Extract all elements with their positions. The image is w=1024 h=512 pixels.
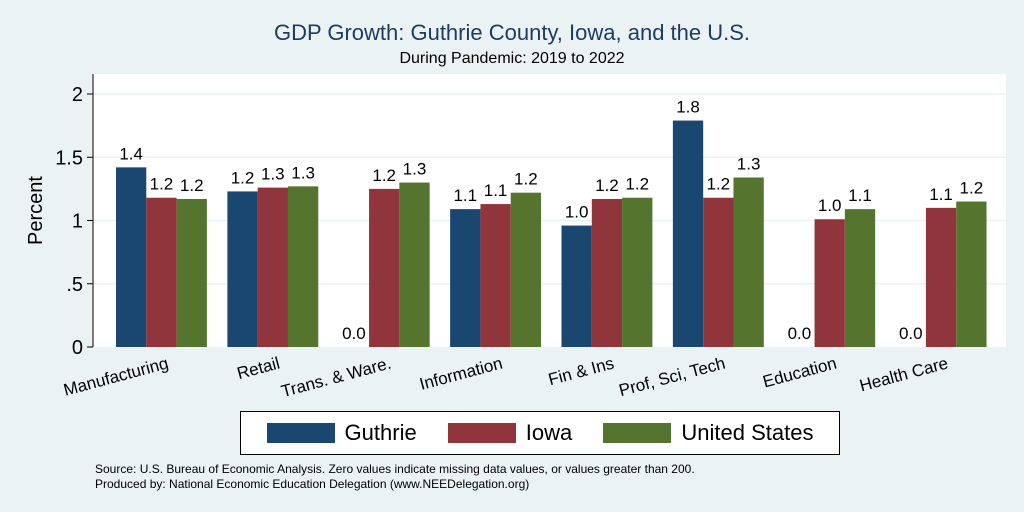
legend-item: Guthrie	[266, 420, 417, 446]
bar-iowa	[814, 219, 845, 347]
data-label: 1.0	[818, 196, 842, 215]
data-label: 1.3	[403, 160, 427, 179]
data-label: 0.0	[342, 324, 366, 343]
bar-guthrie	[450, 209, 481, 347]
bar-united-states	[956, 201, 987, 347]
y-tick-label: 1.5	[55, 147, 83, 169]
data-label: 1.2	[960, 179, 984, 198]
x-tick-label: Fin & Ins	[546, 354, 616, 390]
bar-united-states	[287, 186, 319, 347]
bar-iowa	[369, 188, 400, 347]
data-label: 1.1	[848, 186, 872, 205]
data-label: 1.3	[737, 154, 761, 173]
legend-swatch	[447, 423, 516, 443]
data-label: 1.3	[291, 163, 315, 182]
data-label: 0.0	[788, 324, 812, 343]
x-tick-label: Prof, Sci, Tech	[617, 354, 727, 401]
y-axis-label: Percent	[25, 176, 47, 245]
chart-title: GDP Growth: Guthrie County, Iowa, and th…	[273, 20, 751, 45]
legend: Guthrie Iowa United States	[240, 411, 840, 455]
bar-iowa	[480, 204, 511, 347]
x-tick-label: Health Care	[858, 354, 951, 396]
legend-item: United States	[603, 420, 813, 446]
data-label: 0.0	[899, 324, 923, 343]
data-label: 1.1	[453, 186, 477, 205]
bar-iowa	[925, 207, 957, 347]
y-tick-label: 0	[72, 337, 83, 359]
bar-guthrie	[227, 191, 258, 347]
bar-united-states	[510, 192, 542, 347]
bar-iowa	[257, 187, 288, 347]
source-note: Source: U.S. Bureau of Economic Analysis…	[95, 462, 695, 476]
produced-by-note: Produced by: National Economic Education…	[95, 477, 530, 491]
bar-united-states	[733, 177, 764, 347]
data-label: 1.2	[514, 170, 538, 189]
data-label: 1.2	[372, 166, 396, 185]
bar-united-states	[176, 198, 207, 347]
data-label: 1.2	[231, 168, 255, 187]
bar-guthrie	[561, 225, 592, 347]
data-label: 1.2	[625, 175, 649, 194]
data-label: 1.8	[676, 98, 700, 117]
bar-guthrie	[116, 167, 147, 347]
data-label: 1.2	[595, 176, 619, 195]
legend-label: Guthrie	[344, 420, 417, 445]
data-label: 1.1	[484, 181, 508, 200]
bar-united-states	[844, 209, 876, 347]
x-tick-label: Manufacturing	[62, 354, 171, 400]
y-tick-label: .5	[66, 274, 83, 296]
data-label: 1.2	[150, 175, 174, 194]
x-tick-label: Retail	[235, 354, 282, 384]
x-tick-label: Education	[761, 354, 839, 392]
legend-item: Iowa	[447, 420, 573, 446]
y-tick-label: 2	[72, 84, 83, 106]
data-label: 1.1	[929, 185, 953, 204]
bar-guthrie	[672, 120, 704, 347]
legend-label: Iowa	[525, 420, 573, 445]
bar-iowa	[591, 198, 623, 347]
legend-swatch	[603, 423, 672, 443]
bar-iowa	[703, 197, 734, 347]
data-label: 1.2	[180, 176, 204, 195]
bar-united-states	[622, 197, 653, 347]
legend-swatch	[266, 423, 335, 443]
legend-label: United States	[681, 420, 814, 445]
data-label: 1.2	[707, 175, 731, 194]
bar-iowa	[146, 197, 177, 347]
data-label: 1.4	[119, 144, 143, 163]
bar-united-states	[399, 182, 430, 347]
y-tick-label: 1	[72, 211, 83, 233]
data-label: 1.0	[565, 203, 589, 222]
chart-subtitle: During Pandemic: 2019 to 2022	[399, 50, 625, 67]
x-tick-label: Trans. & Ware.	[279, 354, 393, 402]
x-tick-label: Information	[418, 354, 505, 394]
data-label: 1.3	[261, 165, 285, 184]
